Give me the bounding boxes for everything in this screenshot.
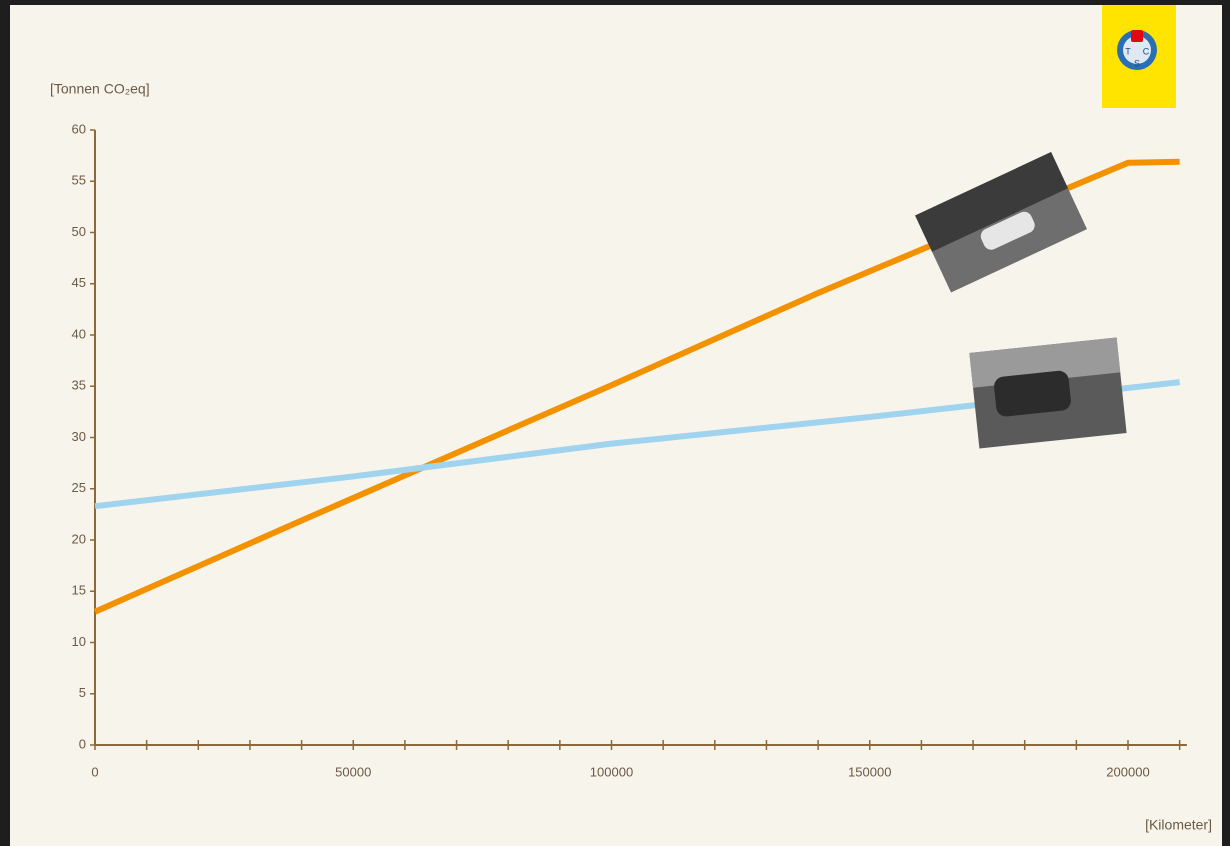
y-tick-label: 25 <box>72 480 86 495</box>
car-shape <box>994 370 1071 417</box>
y-axis-label: [Tonnen CO₂eq] <box>50 81 150 97</box>
x-tick-label: 100000 <box>590 764 633 779</box>
y-tick-label: 55 <box>72 173 86 188</box>
photo-sky <box>915 152 1068 252</box>
y-tick-label: 40 <box>72 326 86 341</box>
y-tick-label: 15 <box>72 583 86 598</box>
x-axis-label: [Kilometer] <box>1145 817 1212 833</box>
y-tick-label: 20 <box>72 531 86 546</box>
y-tick-label: 10 <box>72 634 86 649</box>
logo: T C S <box>1102 5 1176 108</box>
x-tick-label: 50000 <box>335 764 371 779</box>
photo-sky <box>969 337 1121 388</box>
plot: 0 5 10 15 20 25 30 35 40 45 50 55 60 0 50000 100000 1500… <box>72 121 1187 779</box>
car-photo <box>915 152 1087 293</box>
series-line <box>94 379 1180 510</box>
logo-letter: C <box>1143 46 1150 56</box>
y-tick-label: 0 <box>79 736 86 751</box>
x-tick-label: 200000 <box>1106 764 1149 779</box>
y-tick-label: 35 <box>72 378 86 393</box>
logo-inner <box>1123 36 1151 64</box>
logo-shield <box>1131 30 1143 42</box>
x-tick-label: 0 <box>91 764 98 779</box>
y-tick-label: 5 <box>79 685 86 700</box>
car-photo <box>969 337 1127 449</box>
x-tick-label: 150000 <box>848 764 891 779</box>
y-tick-label: 60 <box>72 121 86 136</box>
y-tick-label: 50 <box>72 224 86 239</box>
logo-letter: S <box>1134 58 1140 68</box>
logo-letter: T <box>1125 46 1131 56</box>
y-tick-label: 45 <box>72 275 86 290</box>
car-shape <box>980 211 1035 250</box>
series-line <box>93 158 1180 615</box>
y-tick-label: 30 <box>72 429 86 444</box>
